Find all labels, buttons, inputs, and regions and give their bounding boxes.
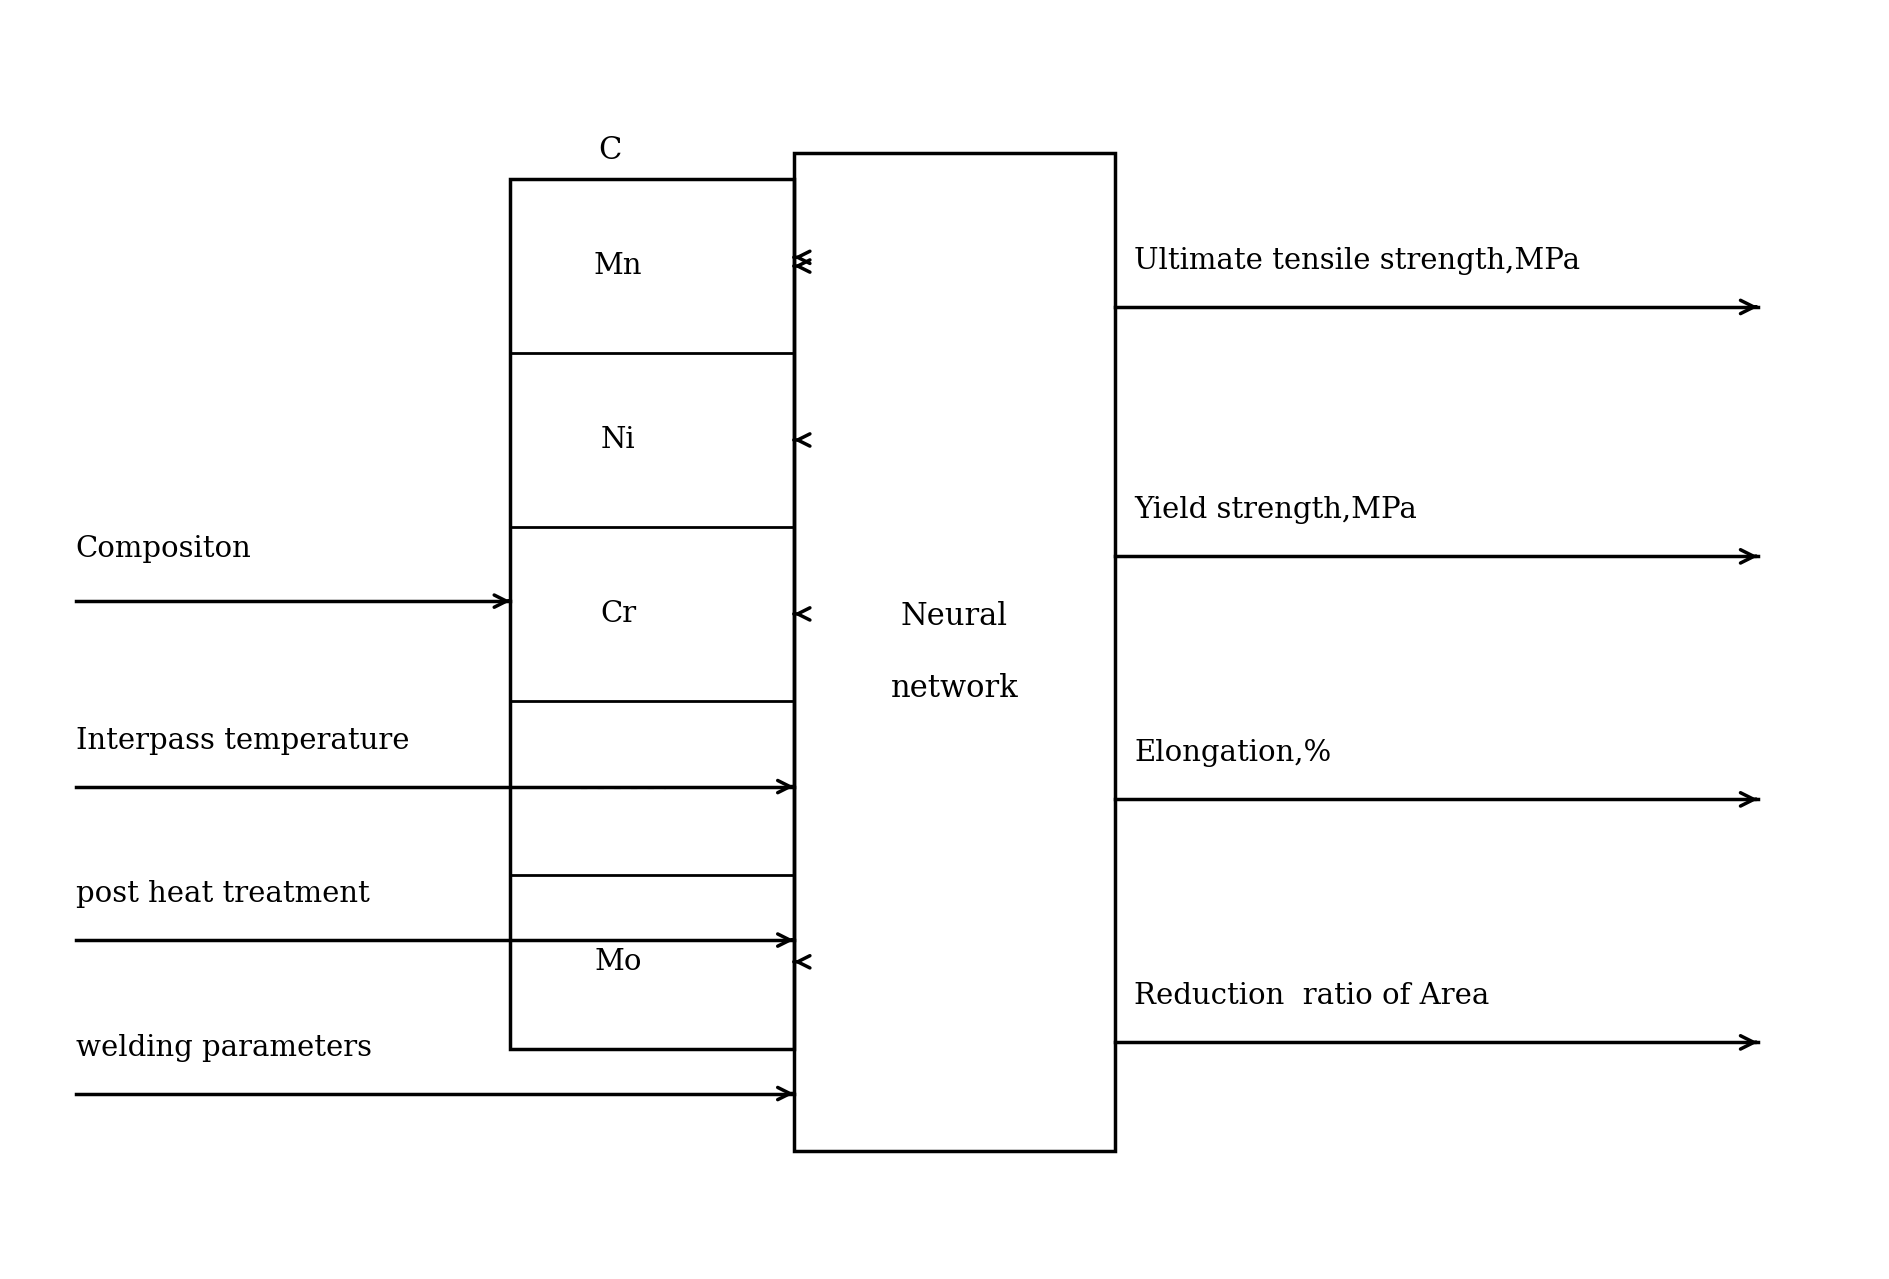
- Text: Ni: Ni: [601, 426, 635, 454]
- Text: Neural

network: Neural network: [890, 601, 1018, 703]
- Text: Interpass temperature: Interpass temperature: [76, 726, 408, 755]
- Bar: [793, 153, 1115, 1151]
- Text: welding parameters: welding parameters: [76, 1033, 372, 1062]
- Text: Yield strength,MPa: Yield strength,MPa: [1133, 496, 1417, 524]
- Bar: [510, 179, 793, 1049]
- Text: Elongation,%: Elongation,%: [1133, 739, 1330, 767]
- Text: Ultimate tensile strength,MPa: Ultimate tensile strength,MPa: [1133, 247, 1579, 275]
- Text: C: C: [597, 136, 621, 166]
- Text: Mo: Mo: [593, 948, 642, 976]
- Text: post heat treatment: post heat treatment: [76, 880, 368, 908]
- Text: Reduction  ratio of Area: Reduction ratio of Area: [1133, 982, 1489, 1010]
- Text: Compositon: Compositon: [76, 535, 251, 563]
- Text: Mn: Mn: [593, 252, 642, 280]
- Text: Cr: Cr: [599, 600, 637, 628]
